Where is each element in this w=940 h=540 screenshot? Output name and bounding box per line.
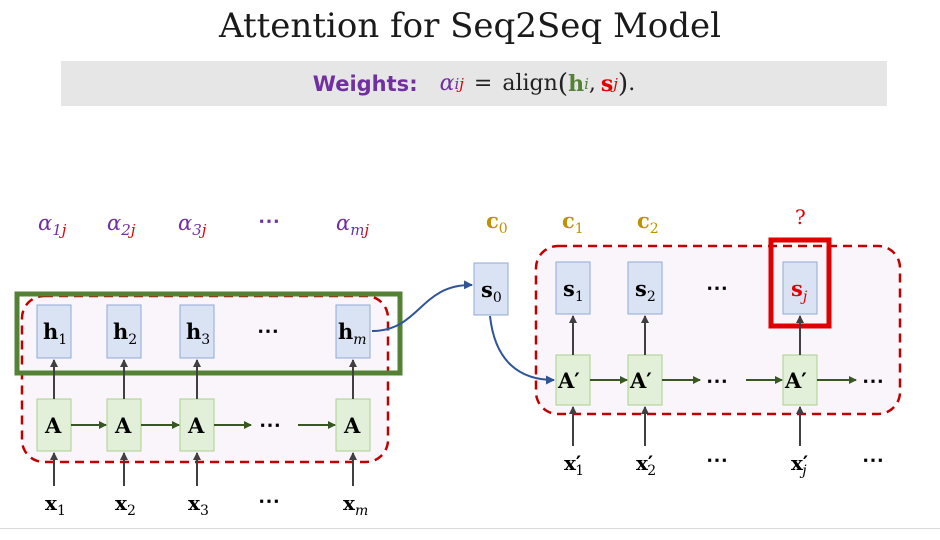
alpha-3j: α3j <box>178 211 207 239</box>
x1-label: x1 <box>45 491 66 519</box>
h1-label: h1 <box>43 319 67 348</box>
c0-label: c0 <box>486 208 508 237</box>
encoder-A2-node <box>106 398 142 452</box>
decoder-A2-label: A′ <box>629 368 652 393</box>
encoder-A1-node <box>36 398 72 452</box>
h-ellipsis: ⋯ <box>257 318 279 344</box>
x-ellipsis: ⋯ <box>258 488 280 514</box>
decoder-A1-label: A′ <box>557 368 580 393</box>
decoder-Aj-label: A′ <box>784 368 807 393</box>
xm-label: xm <box>343 491 368 519</box>
formula-end: . <box>628 71 636 96</box>
xprime-ellipsis: ⋯ <box>706 447 728 473</box>
encoder-A1-label: A <box>44 413 62 438</box>
page-title: Attention for Seq2Seq Model <box>219 6 721 46</box>
alpha-ellipsis: ⋯ <box>258 208 280 234</box>
encoder-A3-label: A <box>187 413 205 438</box>
hm-label: hm <box>338 319 367 348</box>
sj-node <box>782 261 818 315</box>
sj-label: sj <box>791 276 808 305</box>
formula-equals: = <box>473 71 493 96</box>
formula-s: s <box>600 70 614 97</box>
formula-alpha-sub-j: j <box>459 74 464 93</box>
formula-func: align <box>502 71 558 96</box>
decoder-A-ellipsis: ⋯ <box>706 368 728 394</box>
formula-alpha: α <box>439 71 455 96</box>
bottom-divider <box>0 528 940 529</box>
h3-node <box>179 304 215 359</box>
encoder-Am-label: A <box>343 413 361 438</box>
s1-label: s1 <box>563 276 584 305</box>
formula-h: h <box>568 70 585 97</box>
h3-label: h3 <box>186 319 210 348</box>
weights-label: Weights <box>312 71 410 96</box>
encoder-A2-label: A <box>114 413 132 438</box>
s0-label: s0 <box>481 277 502 306</box>
formula-s-sub: j <box>613 74 618 93</box>
decoder-Aj-node <box>782 354 818 406</box>
unknown-context-label: ? <box>795 205 806 229</box>
decoder-A1-node <box>555 354 591 406</box>
alpha-2j: α2j <box>107 211 136 239</box>
c1-label: c1 <box>562 208 584 237</box>
xprime2-label: x′2 <box>636 451 656 479</box>
alpha-mj: αmj <box>336 211 369 239</box>
formula-bar: Weights: α ij = align(h i, s j). <box>61 61 887 106</box>
encoder-hidden-highlight <box>14 291 403 376</box>
s1-node <box>555 261 591 315</box>
hm-to-s0-arrow <box>371 280 473 332</box>
hm-node <box>335 304 371 359</box>
encoder-A-ellipsis: ⋯ <box>259 412 281 438</box>
formula-comma: , <box>588 71 596 96</box>
h1-node <box>36 304 72 359</box>
decoder-tail-ellipsis: ⋯ <box>862 368 884 394</box>
formula-h-sub: i <box>584 74 589 93</box>
h2-label: h2 <box>113 319 137 348</box>
s2-node <box>627 261 663 315</box>
encoder-Am-node <box>335 398 371 452</box>
weights-colon: : <box>409 71 418 96</box>
alpha-1j: α1j <box>38 211 67 239</box>
x3-label: x3 <box>188 491 209 519</box>
x2-label: x2 <box>115 491 136 519</box>
s2-label: s2 <box>635 276 656 305</box>
xprime1-label: x′1 <box>564 451 584 479</box>
formula-alpha-sub-i: i <box>454 74 460 93</box>
s0-node <box>473 262 509 316</box>
xprimej-label: x′j <box>791 451 808 479</box>
xprime-tail-ellipsis: ⋯ <box>862 447 884 473</box>
s0-to-A1-arrow <box>489 315 555 385</box>
c2-label: c2 <box>637 208 659 237</box>
s-ellipsis: ⋯ <box>706 275 728 301</box>
h2-node <box>106 304 142 359</box>
